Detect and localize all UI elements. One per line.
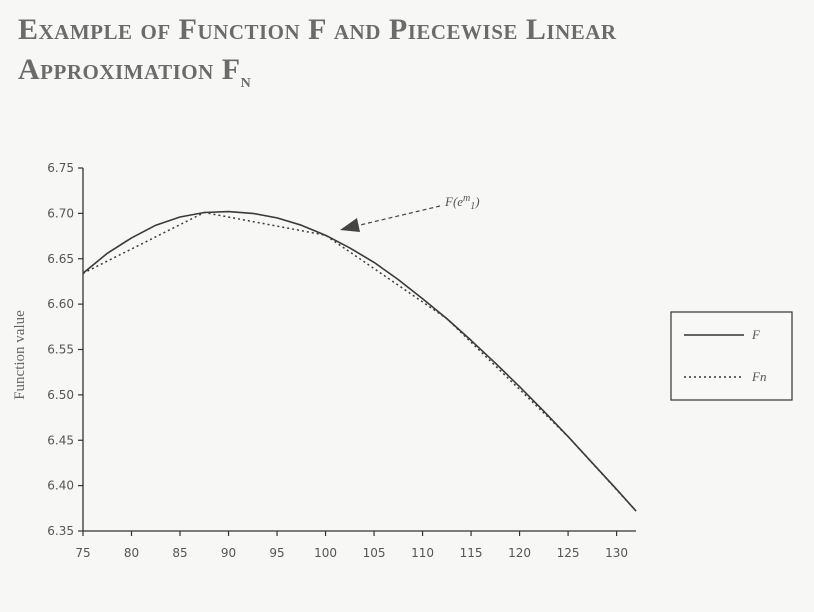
legend: F Fn xyxy=(670,311,793,401)
chart-title: Example of Function F and Piecewise Line… xyxy=(18,10,617,101)
x-tick-label: 125 xyxy=(557,546,580,560)
series-line-f xyxy=(82,210,637,512)
series-line-fn xyxy=(82,211,637,512)
legend-box xyxy=(670,311,793,401)
x-tick-label: 90 xyxy=(221,546,236,560)
x-tick-label: 120 xyxy=(508,546,531,560)
x-tick-label: 105 xyxy=(363,546,386,560)
y-tick-label: 6.75 xyxy=(47,161,74,175)
x-tick-label: 110 xyxy=(411,546,434,560)
annotation: F(em1) xyxy=(340,193,480,232)
y-tick-label: 6.55 xyxy=(47,343,74,357)
x-tick-label: 95 xyxy=(269,546,284,560)
y-tick-label: 6.45 xyxy=(47,433,74,447)
annotation-label-sub: 1 xyxy=(470,201,475,212)
x-tick-label: 75 xyxy=(75,546,90,560)
x-tick-label: 130 xyxy=(605,546,628,560)
annotation-label-main: F(e xyxy=(444,194,463,209)
chart-title-subscript: n xyxy=(240,70,252,92)
x-tick-label: 80 xyxy=(124,546,139,560)
x-tick-label: 115 xyxy=(460,546,483,560)
annotation-arrowhead xyxy=(340,218,360,232)
y-tick-label: 6.40 xyxy=(47,479,74,493)
chart-title-line2: Approximation Fn xyxy=(18,50,617,101)
y-tick-label: 6.70 xyxy=(47,206,74,220)
annotation-arrow-line xyxy=(355,205,441,227)
y-axis-label: Function value xyxy=(12,310,28,400)
x-tick-label: 85 xyxy=(172,546,187,560)
y-tick-label: 6.65 xyxy=(47,252,74,266)
y-tick-label: 6.35 xyxy=(47,524,74,538)
x-tick-label: 100 xyxy=(314,546,337,560)
chart-title-line2-main: Approximation F xyxy=(18,53,241,86)
y-tick-label: 6.60 xyxy=(47,297,74,311)
annotation-label-sup: m xyxy=(463,193,470,204)
legend-label-f: F xyxy=(751,327,761,342)
annotation-label-close: ) xyxy=(474,194,479,209)
legend-label-fn: Fn xyxy=(751,369,766,384)
chart-series xyxy=(82,210,637,512)
chart-title-line1: Example of Function F and Piecewise Line… xyxy=(18,13,617,46)
annotation-label: F(em1) xyxy=(444,193,480,212)
y-tick-label: 6.50 xyxy=(47,388,74,402)
chart-ticks: 6.35 6.40 6.45 6.50 6.55 6.60 6.65 6.70 6.75 75 80… xyxy=(47,161,628,560)
